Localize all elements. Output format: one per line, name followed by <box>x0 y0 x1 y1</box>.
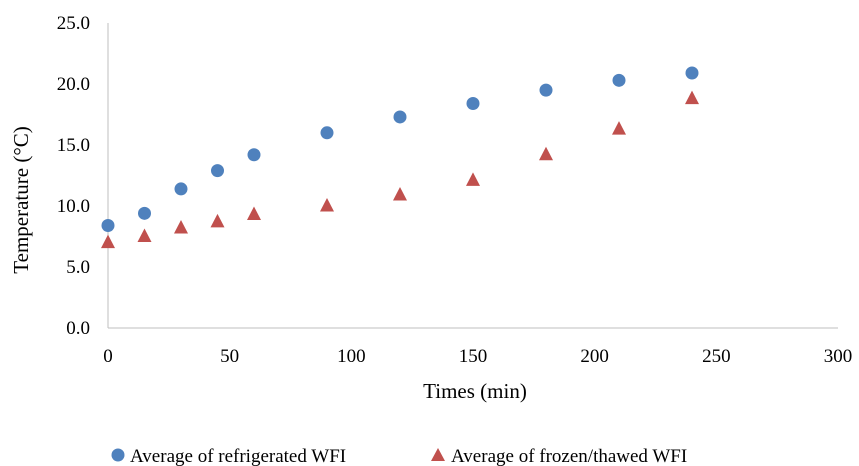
y-tick-label: 15.0 <box>57 135 90 156</box>
refrigerated-data-point <box>138 206 151 220</box>
frozen-thawed-data-point <box>210 213 225 228</box>
x-tick-labels: 0 50 100 150 200 250 300 <box>103 346 852 367</box>
legend-label-refrigerated: Average of refrigerated WFI <box>130 446 346 466</box>
y-tick-label: 25.0 <box>57 13 90 34</box>
frozen-thawed-data-point <box>612 121 626 135</box>
y-tick-label: 10.0 <box>57 196 90 217</box>
legend-label-frozen-thawed: Average of frozen/thawed WFI <box>451 446 687 466</box>
x-tick-label: 100 <box>337 346 366 367</box>
refrigerated-data-point <box>393 110 407 124</box>
y-axis-title: Temperature (°C) <box>9 126 33 273</box>
refrigerated-data-point <box>174 182 188 196</box>
refrigerated-data-point <box>101 219 115 233</box>
x-tick-label: 250 <box>702 346 731 367</box>
frozen-thawed-data-point <box>247 206 261 221</box>
legend-marker-triangle <box>431 448 445 461</box>
frozen-thawed-data-point <box>101 234 115 249</box>
frozen-thawed-data-point <box>466 172 480 186</box>
refrigerated-data-point <box>320 126 334 140</box>
y-tick-label: 20.0 <box>57 74 90 95</box>
frozen-thawed-data-point <box>174 219 188 234</box>
frozen-thawed-data-point <box>393 187 407 201</box>
refrigerated-data-point <box>466 97 480 111</box>
y-tick-label: 0.0 <box>66 318 90 339</box>
refrigerated-data-point <box>685 66 699 80</box>
frozen-thawed-data-point <box>539 146 553 161</box>
x-tick-label: 150 <box>459 346 488 367</box>
refrigerated-data-point <box>539 83 553 97</box>
legend-marker-circle <box>111 448 125 462</box>
refrigerated-data-point <box>211 164 224 178</box>
x-tick-label: 200 <box>580 346 609 367</box>
frozen-thawed-data-point <box>685 90 699 105</box>
data-points <box>101 66 699 249</box>
x-tick-label: 300 <box>824 346 853 367</box>
axes <box>107 23 838 329</box>
x-tick-label: 50 <box>220 346 239 367</box>
frozen-thawed-data-point <box>137 228 152 242</box>
refrigerated-data-point <box>247 148 261 162</box>
y-tick-labels: 0.0 5.0 10.0 15.0 20.0 25.0 <box>57 13 90 339</box>
x-axis-title: Times (min) <box>423 379 527 403</box>
legend-item-frozen-thawed: Average of frozen/thawed WFI <box>431 446 687 466</box>
legend-item-refrigerated: Average of refrigerated WFI <box>111 446 346 466</box>
frozen-thawed-data-point <box>320 198 334 212</box>
x-tick-label: 0 <box>103 346 113 367</box>
y-tick-label: 5.0 <box>66 257 90 278</box>
refrigerated-data-point <box>612 73 626 87</box>
legend: Average of refrigerated WFI Average of f… <box>111 446 687 466</box>
